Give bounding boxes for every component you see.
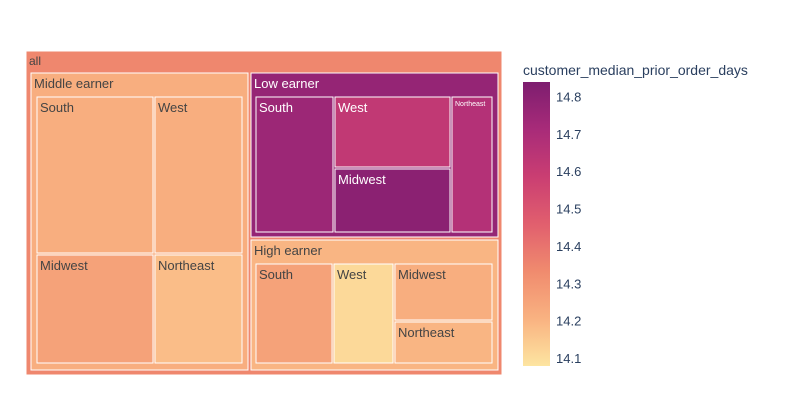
treemap-cell-middle-earner-west-rect[interactable] — [154, 96, 243, 254]
colorbar-tick-label: 14.4 — [556, 239, 581, 254]
treemap-cell-middle-earner-west-label: West — [158, 100, 188, 115]
treemap-cell-middle-earner-west[interactable]: West — [154, 96, 243, 254]
treemap-cell-middle-earner-northeast[interactable]: Northeast — [154, 254, 243, 364]
treemap-cell-middle-earner-midwest-rect[interactable] — [36, 254, 154, 364]
treemap-cell-middle-earner-northeast-rect[interactable] — [154, 254, 243, 364]
treemap-cell-middle-earner-midwest-label: Midwest — [40, 258, 88, 273]
treemap-cell-middle-earner-south-label: South — [40, 100, 74, 115]
treemap-cell-middle-earner-midwest[interactable]: Midwest — [36, 254, 154, 364]
treemap-cell-high-earner-west-label: West — [337, 267, 367, 282]
treemap-layer: all Middle earner South West Midwest Northeas… — [25, 50, 503, 376]
treemap-cell-low-earner-northeast[interactable]: Northeast — [451, 96, 493, 233]
treemap-cell-high-earner-south-label: South — [259, 267, 293, 282]
treemap-cell-low-earner-northeast-label: Northeast — [455, 101, 485, 108]
treemap-cell-high-earner-midwest-label: Midwest — [398, 267, 446, 282]
treemap-cell-low-earner-south-rect[interactable] — [255, 96, 334, 233]
treemap-cell-middle-earner-south-rect[interactable] — [36, 96, 154, 254]
colorbar-tick-label: 14.3 — [556, 276, 581, 291]
colorbar: customer_median_prior_order_days 14.114.… — [523, 62, 748, 366]
colorbar-tick-label: 14.5 — [556, 202, 581, 217]
treemap-cell-low-earner-south-label: South — [259, 100, 293, 115]
treemap-cell-high-earner-west-rect[interactable] — [333, 263, 394, 364]
treemap-cell-high-earner-northeast[interactable]: Northeast — [394, 321, 493, 364]
treemap-cell-middle-earner-northeast-label: Northeast — [158, 258, 215, 273]
colorbar-tick-label: 14.2 — [556, 314, 581, 329]
colorbar-tick-label: 14.7 — [556, 127, 581, 142]
treemap-cell-middle-earner-south[interactable]: South — [36, 96, 154, 254]
treemap-cell-root-label: all — [29, 54, 41, 68]
colorbar-tick-label: 14.8 — [556, 89, 581, 104]
treemap-cell-high-earner-label: High earner — [254, 243, 323, 258]
treemap-cell-high-earner-south[interactable]: South — [255, 263, 333, 364]
treemap-cell-low-earner-midwest-label: Midwest — [338, 172, 386, 187]
colorbar-tick-label: 14.1 — [556, 351, 581, 366]
treemap-cell-low-earner-northeast-rect[interactable] — [451, 96, 493, 233]
treemap-cell-low-earner-label: Low earner — [254, 76, 320, 91]
colorbar-gradient — [523, 82, 550, 366]
treemap-cell-high-earner-midwest[interactable]: Midwest — [394, 263, 493, 321]
colorbar-tick-label: 14.6 — [556, 164, 581, 179]
treemap-cell-low-earner-midwest-rect[interactable] — [334, 168, 451, 233]
treemap-cell-high-earner-northeast-rect[interactable] — [394, 321, 493, 364]
treemap-cell-low-earner-south[interactable]: South — [255, 96, 334, 233]
treemap-cell-high-earner-west[interactable]: West — [333, 263, 394, 364]
colorbar-title: customer_median_prior_order_days — [523, 62, 748, 78]
treemap-cell-middle-earner-label: Middle earner — [34, 76, 114, 91]
treemap-cell-high-earner-south-rect[interactable] — [255, 263, 333, 364]
colorbar-ticks: 14.1 14.2 14.3 14.4 14.5 14.6 14.7 14.8 — [556, 89, 581, 366]
treemap-cell-high-earner-northeast-label: Northeast — [398, 325, 455, 340]
treemap-cell-low-earner-midwest[interactable]: Midwest — [334, 168, 451, 233]
treemap-cell-low-earner-west-label: West — [338, 100, 368, 115]
treemap-cell-high-earner-midwest-rect[interactable] — [394, 263, 493, 321]
treemap-cell-low-earner-west[interactable]: West — [334, 96, 451, 168]
treemap-cell-low-earner-west-rect[interactable] — [334, 96, 451, 168]
